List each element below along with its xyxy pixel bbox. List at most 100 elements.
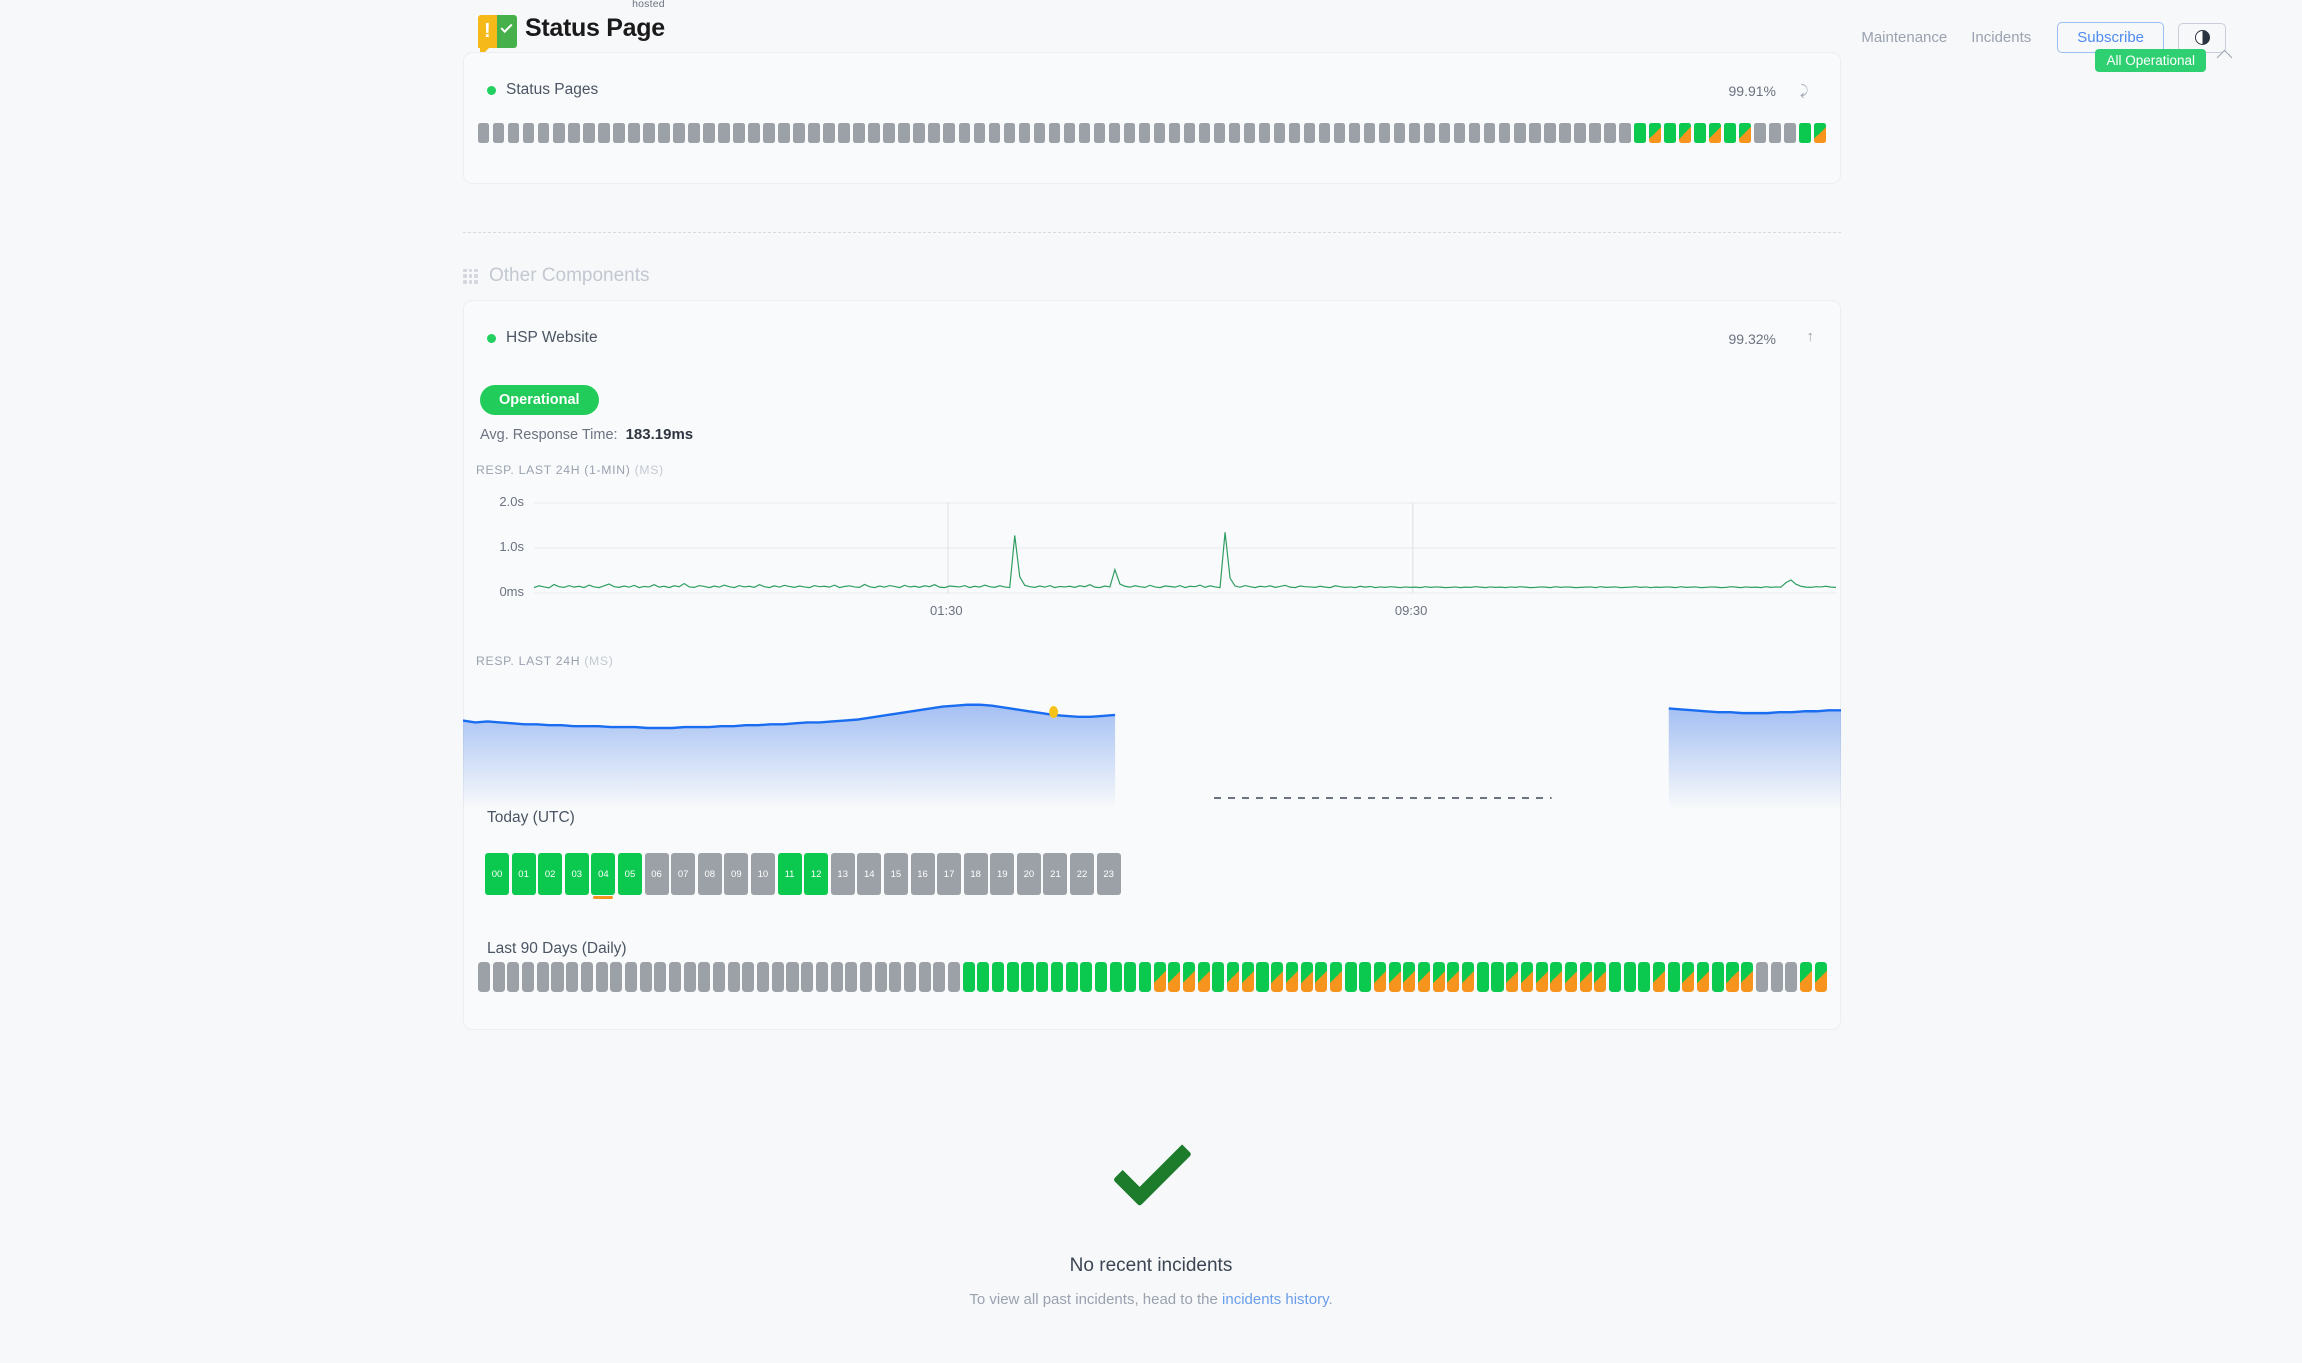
- uptime-bar[interactable]: [1333, 123, 1346, 143]
- uptime-bar[interactable]: [778, 123, 790, 143]
- uptime-bar[interactable]: [1594, 962, 1607, 992]
- uptime-bar[interactable]: [688, 123, 700, 143]
- uptime-bar[interactable]: [1432, 962, 1445, 992]
- uptime-bar[interactable]: [1697, 962, 1710, 992]
- uptime-bar[interactable]: [1048, 123, 1061, 143]
- uptime-bar[interactable]: [523, 123, 535, 143]
- uptime-bar[interactable]: [928, 123, 940, 143]
- hour-cell[interactable]: 12: [804, 853, 829, 895]
- uptime-bar[interactable]: [478, 962, 491, 992]
- uptime-bar[interactable]: [624, 962, 637, 992]
- uptime-bar[interactable]: [793, 123, 805, 143]
- uptime-bar[interactable]: [1168, 123, 1181, 143]
- uptime-bar[interactable]: [1529, 123, 1541, 143]
- uptime-bar[interactable]: [845, 962, 858, 992]
- hour-cell[interactable]: 15: [883, 853, 908, 895]
- uptime-bar[interactable]: [853, 123, 865, 143]
- hour-cell[interactable]: 03: [564, 853, 589, 895]
- uptime-bar[interactable]: [1653, 962, 1666, 992]
- uptime-bar[interactable]: [943, 123, 955, 143]
- uptime-bar[interactable]: [977, 962, 990, 992]
- uptime-bar[interactable]: [1564, 962, 1577, 992]
- uptime-bar[interactable]: [507, 962, 520, 992]
- uptime-bar[interactable]: [1649, 123, 1661, 143]
- uptime-bar[interactable]: [1574, 123, 1586, 143]
- uptime-bar[interactable]: [1093, 123, 1106, 143]
- hour-cell[interactable]: 18: [963, 853, 988, 895]
- uptime-bar[interactable]: [1491, 962, 1504, 992]
- uptime-bar[interactable]: [1080, 962, 1093, 992]
- uptime-bar[interactable]: [1241, 962, 1254, 992]
- uptime-bar[interactable]: [580, 962, 593, 992]
- uptime-bar[interactable]: [1108, 123, 1121, 143]
- uptime-bar[interactable]: [478, 123, 490, 143]
- uptime-bar[interactable]: [1739, 123, 1751, 143]
- hour-cell[interactable]: 00: [485, 853, 509, 895]
- uptime-bar[interactable]: [830, 962, 843, 992]
- uptime-bar[interactable]: [1138, 123, 1151, 143]
- uptime-bar[interactable]: [889, 962, 902, 992]
- uptime-bar[interactable]: [1378, 123, 1391, 143]
- hour-cell[interactable]: 13: [830, 853, 855, 895]
- uptime-bar[interactable]: [1754, 123, 1766, 143]
- hour-cell[interactable]: 09: [724, 853, 749, 895]
- uptime-bar[interactable]: [748, 123, 760, 143]
- uptime-bar[interactable]: [1243, 123, 1256, 143]
- uptime-bar[interactable]: [1359, 962, 1372, 992]
- uptime-bar[interactable]: [1021, 962, 1034, 992]
- uptime-bar[interactable]: [1403, 962, 1416, 992]
- uptime-bar[interactable]: [583, 123, 595, 143]
- uptime-bar[interactable]: [683, 962, 696, 992]
- uptime-bar[interactable]: [1003, 123, 1015, 143]
- uptime-bar[interactable]: [1462, 962, 1475, 992]
- uptime-bar[interactable]: [1198, 123, 1211, 143]
- uptime-bar[interactable]: [1506, 962, 1519, 992]
- uptime-bar[interactable]: [1123, 123, 1136, 143]
- uptime-bar[interactable]: [1318, 123, 1331, 143]
- uptime-bar[interactable]: [1439, 123, 1451, 143]
- hour-cell[interactable]: 21: [1043, 853, 1068, 895]
- uptime-bar[interactable]: [538, 123, 550, 143]
- uptime-bar[interactable]: [1814, 962, 1827, 992]
- uptime-bar[interactable]: [757, 962, 770, 992]
- hour-cell[interactable]: 22: [1070, 853, 1095, 895]
- uptime-bar[interactable]: [1300, 962, 1313, 992]
- nav-link-incidents[interactable]: Incidents: [1971, 29, 2032, 46]
- uptime-bar[interactable]: [1094, 962, 1107, 992]
- uptime-bar[interactable]: [1579, 962, 1592, 992]
- uptime-bar[interactable]: [808, 123, 820, 143]
- nav-link-maintenance[interactable]: Maintenance: [1861, 29, 1948, 46]
- uptime-bar[interactable]: [718, 123, 730, 143]
- hour-cell[interactable]: 08: [697, 853, 722, 895]
- brand-logo[interactable]: ! Status Page hosted: [478, 0, 665, 57]
- uptime-bar[interactable]: [1288, 123, 1301, 143]
- uptime-bar[interactable]: [508, 123, 520, 143]
- uptime-bar[interactable]: [733, 123, 745, 143]
- uptime-bar[interactable]: [598, 123, 610, 143]
- uptime-bar[interactable]: [1183, 962, 1196, 992]
- uptime-bar[interactable]: [1393, 123, 1406, 143]
- uptime-bar[interactable]: [673, 123, 685, 143]
- uptime-bar[interactable]: [958, 123, 970, 143]
- uptime-bar[interactable]: [903, 962, 917, 992]
- uptime-bar[interactable]: [1604, 123, 1616, 143]
- response-time-area-chart[interactable]: [462, 680, 1841, 810]
- uptime-bar[interactable]: [1078, 123, 1091, 143]
- uptime-bar[interactable]: [1770, 962, 1783, 992]
- uptime-bar[interactable]: [1006, 962, 1019, 992]
- uptime-bar[interactable]: [551, 962, 564, 992]
- uptime-bar[interactable]: [613, 123, 625, 143]
- hour-cell[interactable]: 19: [990, 853, 1015, 895]
- uptime-bar[interactable]: [1769, 123, 1781, 143]
- uptime-bar[interactable]: [859, 962, 872, 992]
- uptime-bar[interactable]: [1138, 962, 1152, 992]
- uptime-bar[interactable]: [698, 962, 711, 992]
- uptime-bar[interactable]: [1608, 962, 1622, 992]
- uptime-bar[interactable]: [1227, 962, 1240, 992]
- uptime-bar[interactable]: [883, 123, 895, 143]
- uptime-bar[interactable]: [1065, 962, 1078, 992]
- uptime-bar[interactable]: [1724, 123, 1736, 143]
- uptime-bar[interactable]: [1363, 123, 1376, 143]
- uptime-bar[interactable]: [988, 123, 1000, 143]
- uptime-bar[interactable]: [643, 123, 655, 143]
